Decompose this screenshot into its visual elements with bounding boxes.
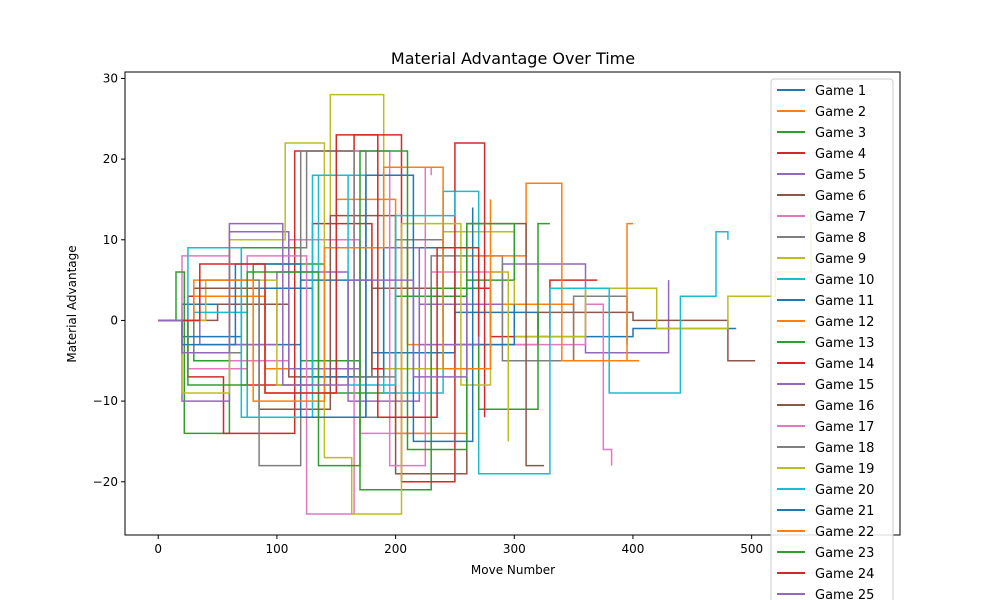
y-tick-label: 30 [103, 71, 118, 85]
series-group [158, 93, 812, 515]
y-axis: −20 −10 0 10 20 30 [93, 71, 125, 489]
series-line-game-25 [158, 222, 468, 386]
y-axis-label: Material Advantage [65, 245, 79, 362]
legend-label: Game 25 [815, 588, 874, 600]
y-tick-label: 10 [103, 233, 118, 247]
x-axis: 0 100 200 300 400 500 [154, 535, 763, 556]
series-line-game-15 [158, 230, 480, 402]
y-tick-label: 0 [110, 313, 118, 327]
legend-label: Game 6 [815, 189, 866, 204]
legend-label: Game 22 [815, 525, 874, 540]
legend-label: Game 16 [815, 399, 874, 414]
x-tick-label: 300 [503, 542, 526, 556]
legend-label: Game 19 [815, 462, 874, 477]
legend-label: Game 9 [815, 252, 866, 267]
y-tick-label: 20 [103, 152, 118, 166]
series-line-game-24 [158, 134, 480, 418]
legend: Game 1 Game 2 Game 3 Game 4 Game 5 Game 6 Game… [770, 78, 894, 600]
legend-label: Game 23 [815, 546, 874, 561]
legend-label: Game 13 [815, 336, 874, 351]
series-line-game-2 [158, 247, 639, 370]
legend-label: Game 5 [815, 168, 866, 183]
x-tick-label: 100 [265, 542, 288, 556]
x-axis-label: Move Number [471, 563, 555, 577]
x-tick-label: 200 [384, 542, 407, 556]
y-tick-label: −10 [93, 394, 118, 408]
series-line-game-19 [158, 142, 510, 515]
legend-label: Game 12 [815, 315, 874, 330]
chart-title: Material Advantage Over Time [391, 49, 635, 68]
x-tick-label: 0 [154, 542, 162, 556]
legend-label: Game 24 [815, 567, 874, 582]
series-line-game-14 [158, 134, 486, 483]
legend-label: Game 4 [815, 147, 866, 162]
x-tick-label: 500 [740, 542, 763, 556]
series-line-game-16 [158, 214, 544, 475]
legend-label: Game 18 [815, 441, 874, 456]
series-line-game-22 [158, 166, 492, 402]
legend-label: Game 15 [815, 378, 874, 393]
legend-label: Game 14 [815, 357, 874, 372]
legend-label: Game 20 [815, 483, 874, 498]
series-line-game-20 [158, 174, 456, 418]
legend-label: Game 1 [815, 84, 866, 99]
y-tick-label: −20 [93, 475, 118, 489]
plot-frame [124, 71, 901, 536]
series-line-game-1 [158, 279, 737, 354]
legend-label: Game 3 [815, 126, 866, 141]
legend-label: Game 7 [815, 210, 866, 225]
legend-label: Game 17 [815, 420, 874, 435]
legend-box [770, 78, 894, 600]
legend-label: Game 11 [815, 294, 874, 309]
legend-label: Game 21 [815, 504, 874, 519]
x-tick-label: 400 [622, 542, 645, 556]
legend-label: Game 2 [815, 105, 866, 120]
legend-label: Game 8 [815, 231, 866, 246]
legend-label: Game 10 [815, 273, 874, 288]
